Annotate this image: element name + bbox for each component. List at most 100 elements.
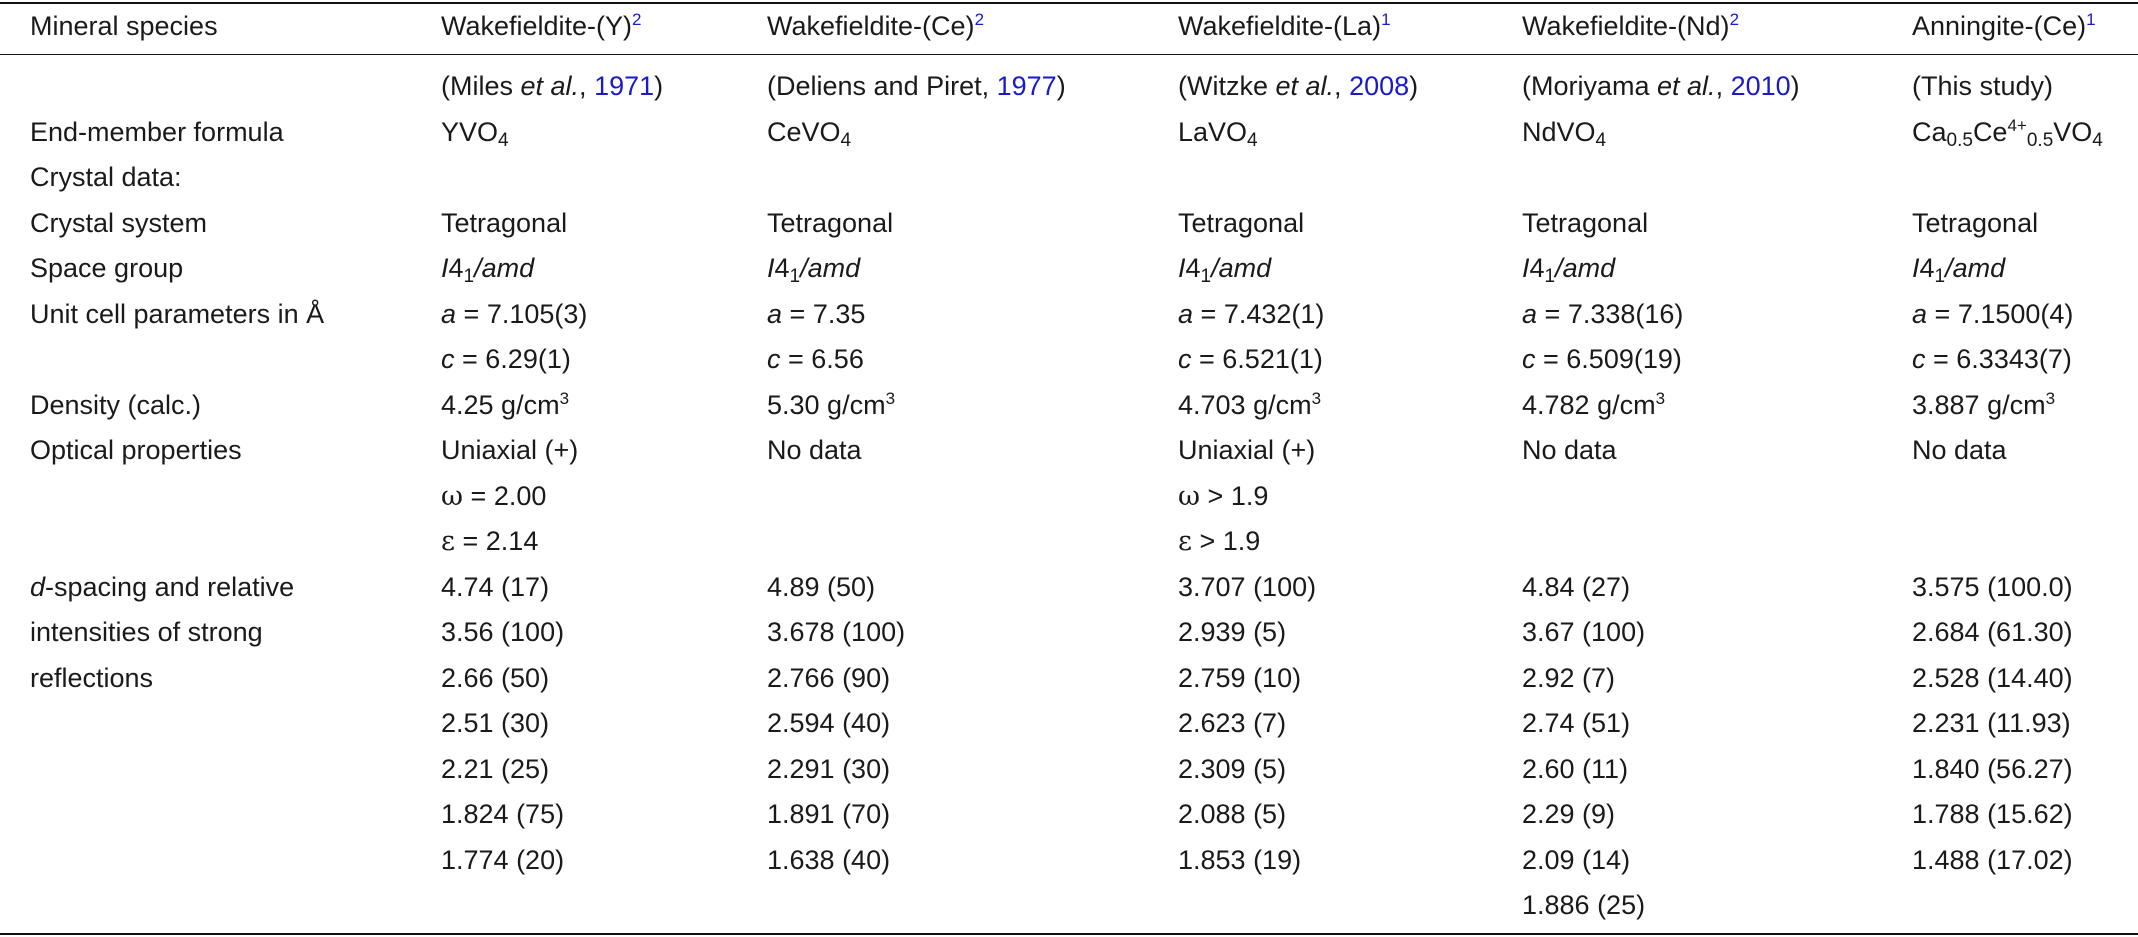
value-cell: I41/amd [1178,253,1272,287]
value-cell: 1.488 (17.02) [1912,844,2073,875]
optical-row: Optical properties Uniaxial (+) No data … [0,428,2138,474]
row-label: Crystal data: [30,162,182,192]
value-cell: 2.759 (10) [1178,662,1302,693]
bottom-rule [0,933,2138,935]
footnote-link[interactable]: 1 [2086,9,2096,29]
value-cell: 2.51 (30) [441,708,550,738]
value-cell: I41/amd [1522,253,1616,287]
header-rule [0,54,2138,55]
value-cell: 2.09 (14) [1522,844,1631,875]
reference-cell: (This study) [1912,71,2054,101]
value-cell: 2.309 (5) [1178,753,1287,784]
value-cell: Tetragonal [441,207,568,238]
value-cell: 2.291 (30) [767,753,891,784]
value-cell: Uniaxial (+) [441,435,579,465]
header-mineral-species: Mineral species [30,11,218,41]
value-cell [767,883,1178,929]
value-cell: Tetragonal [1522,207,1649,238]
citation-link[interactable]: 2008 [1349,71,1410,101]
header-wakefieldite-ce: Wakefieldite-(Ce)2 [767,9,985,41]
value-cell: 2.623 (7) [1178,708,1287,738]
header-anningite-ce: Anningite-(Ce)1 [1912,9,2096,41]
value-cell: ε > 1.9 [1178,526,1261,557]
value-cell: c = 6.29(1) [441,344,571,374]
value-cell: a = 7.432(1) [1178,298,1325,329]
value-cell: 2.231 (11.93) [1912,708,2071,738]
row-label: End-member formula [30,116,284,147]
unit-cell-a-row: Unit cell parameters in Å a = 7.105(3) a… [0,292,2138,338]
value-cell: 2.528 (14.40) [1912,662,2073,693]
reference-cell: (Witzke et al., 2008) [1178,71,1419,101]
dspacing-row: intensities of strong 3.56 (100) 3.678 (… [0,610,2138,656]
value-cell: ω = 2.00 [441,480,547,512]
formula-cell: NdVO4 [1522,116,1607,151]
epsilon-row: ε = 2.14 ε > 1.9 [0,519,2138,565]
value-cell: 1.638 (40) [767,844,891,875]
dspacing-row: reflections 2.66 (50) 2.766 (90) 2.759 (… [0,656,2138,702]
density-row: Density (calc.) 4.25 g/cm3 5.30 g/cm3 4.… [0,383,2138,429]
value-cell: No data [1522,435,1617,465]
value-cell: 3.575 (100.0) [1912,571,2073,602]
formula-row: End-member formula YVO4 CeVO4 LaVO4 NdVO… [0,110,2138,156]
footnote-link[interactable]: 2 [632,9,642,29]
dspacing-row: 2.21 (25) 2.291 (30) 2.309 (5) 2.60 (11)… [0,747,2138,793]
row-label: d-spacing and relative [30,571,295,602]
value-cell: 2.21 (25) [441,753,550,784]
value-cell: No data [767,435,862,465]
header-wakefieldite-la: Wakefieldite-(La)1 [1178,9,1391,41]
footnote-link[interactable]: 2 [1729,9,1740,29]
row-label: Unit cell parameters in Å [30,298,325,329]
formula-cell: CeVO4 [767,116,852,151]
value-cell: 3.67 (100) [1522,617,1646,647]
unit-cell-c-row: c = 6.29(1) c = 6.56 c = 6.521(1) c = 6.… [0,337,2138,383]
value-cell: 1.840 (56.27) [1912,753,2073,784]
omega-row: ω = 2.00 ω > 1.9 [0,474,2138,520]
reference-cell: (Moriyama et al., 2010) [1522,71,1800,101]
value-cell: 4.782 g/cm3 [1522,388,1666,420]
value-cell: 2.088 (5) [1178,799,1287,829]
header-wakefieldite-nd: Wakefieldite-(Nd)2 [1522,9,1740,41]
value-cell: 3.887 g/cm3 [1912,388,2056,420]
space-group-row: Space group I41/amd I41/amd I41/amd I41/… [0,246,2138,292]
value-cell: Uniaxial (+) [1178,435,1316,465]
value-cell: 2.766 (90) [767,662,891,693]
row-label: reflections [30,662,154,693]
value-cell: 2.939 (5) [1178,617,1287,647]
value-cell: 1.824 (75) [441,799,565,829]
value-cell: 2.60 (11) [1522,753,1629,784]
value-cell: ε = 2.14 [441,526,539,557]
value-cell [1912,883,2138,929]
value-cell: Tetragonal [1178,207,1305,238]
footnote-link[interactable]: 2 [974,9,985,29]
value-cell: 4.84 (27) [1522,571,1631,602]
value-cell: 2.684 (61.30) [1912,617,2073,647]
citation-link[interactable]: 2010 [1730,71,1791,101]
value-cell: c = 6.509(19) [1522,344,1682,374]
value-cell: 1.891 (70) [767,799,891,829]
row-label: Crystal system [30,207,208,238]
reference-cell: (Deliens and Piret, 1977) [767,71,1066,101]
value-cell: Tetragonal [1912,207,2039,238]
value-cell: a = 7.338(16) [1522,298,1684,329]
citation-link[interactable]: 1977 [996,71,1057,101]
crystal-system-row: Crystal system Tetragonal Tetragonal Tet… [0,201,2138,247]
citation-link[interactable]: 1971 [594,71,655,101]
references-row: (Miles et al., 1971) (Deliens and Piret,… [0,64,2138,110]
header-row: Mineral species Wakefieldite-(Y)2 Wakefi… [0,0,2138,54]
value-cell: I41/amd [767,253,861,287]
value-cell: 5.30 g/cm3 [767,388,896,420]
header-wakefieldite-y: Wakefieldite-(Y)2 [441,9,642,41]
value-cell: 1.774 (20) [441,844,565,875]
value-cell: 1.886 (25) [1522,890,1646,920]
dspacing-row: 1.886 (25) [0,883,2138,929]
formula-cell: LaVO4 [1178,116,1258,151]
value-cell: 2.594 (40) [767,708,891,738]
dspacing-row: 2.51 (30) 2.594 (40) 2.623 (7) 2.74 (51)… [0,701,2138,747]
footnote-link[interactable]: 1 [1381,9,1391,29]
dspacing-row: 1.774 (20) 1.638 (40) 1.853 (19) 2.09 (1… [0,838,2138,884]
value-cell: 4.25 g/cm3 [441,388,570,420]
value-cell [441,883,767,929]
value-cell: 3.707 (100) [1178,571,1317,602]
value-cell: ω > 1.9 [1178,480,1269,512]
